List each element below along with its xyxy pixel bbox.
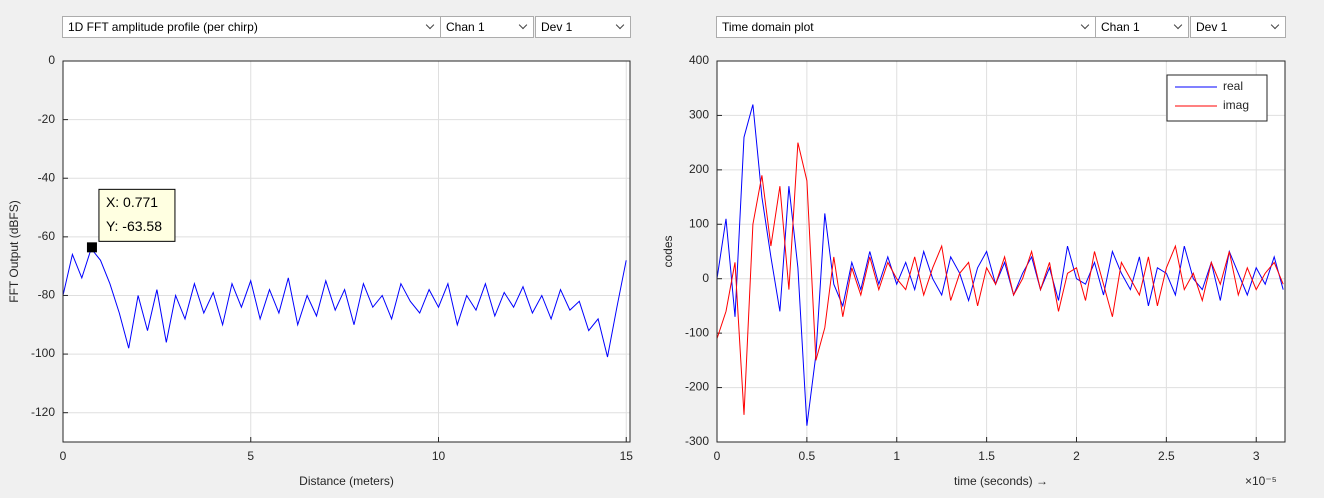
x-axis-label: Distance (meters) bbox=[299, 474, 394, 488]
y-tick-label: 0 bbox=[48, 53, 55, 67]
x-tick-label: 1.5 bbox=[978, 449, 995, 463]
x-tick-label: 10 bbox=[432, 449, 446, 463]
data-line bbox=[716, 142, 1284, 415]
datatip-marker bbox=[86, 242, 97, 253]
dropdown[interactable]: 1D FFT amplitude profile (per chirp) bbox=[62, 16, 441, 38]
x-tick-label: 15 bbox=[620, 449, 634, 463]
y-tick-label: 0 bbox=[702, 271, 709, 285]
x-tick-label: 2.5 bbox=[1158, 449, 1175, 463]
y-axis-label: codes bbox=[661, 235, 675, 267]
x-tick-label: 1 bbox=[893, 449, 900, 463]
dropdown[interactable]: Chan 1 bbox=[1095, 16, 1189, 38]
y-tick-label: -20 bbox=[38, 112, 56, 126]
dropdown[interactable]: Chan 1 bbox=[440, 16, 534, 38]
x-tick-label: 0 bbox=[714, 449, 721, 463]
datatip-text: Y: -63.58 bbox=[106, 218, 162, 234]
y-axis-label: FFT Output (dBFS) bbox=[7, 200, 21, 302]
y-tick-label: -100 bbox=[685, 325, 709, 339]
plot-area bbox=[63, 61, 630, 442]
dropdown[interactable]: Dev 1 bbox=[1190, 16, 1286, 38]
data-line bbox=[716, 104, 1284, 426]
axes-box bbox=[62, 60, 631, 443]
y-tick-label: -80 bbox=[38, 288, 56, 302]
y-tick-label: -60 bbox=[38, 229, 56, 243]
x-exponent-label: ×10⁻⁵ bbox=[1245, 474, 1277, 488]
x-axis-label: time (seconds) → bbox=[954, 474, 1048, 488]
legend-label: imag bbox=[1223, 98, 1249, 112]
legend-label: real bbox=[1223, 79, 1243, 93]
x-tick-label: 5 bbox=[247, 449, 254, 463]
axes-box bbox=[716, 60, 1286, 443]
y-tick-label: -200 bbox=[685, 380, 709, 394]
x-tick-label: 0 bbox=[60, 449, 67, 463]
y-tick-label: 100 bbox=[689, 216, 709, 230]
y-tick-label: 200 bbox=[689, 162, 709, 176]
x-tick-label: 2 bbox=[1073, 449, 1080, 463]
plot-area bbox=[717, 61, 1285, 442]
y-tick-label: -100 bbox=[31, 346, 55, 360]
dropdown[interactable]: Time domain plot bbox=[716, 16, 1096, 38]
datatip-box bbox=[98, 188, 176, 242]
y-tick-label: -300 bbox=[685, 434, 709, 448]
y-tick-label: -120 bbox=[31, 405, 55, 419]
y-tick-label: -40 bbox=[38, 170, 56, 184]
datatip-text: X: 0.771 bbox=[106, 194, 158, 210]
dropdown[interactable]: Dev 1 bbox=[535, 16, 631, 38]
x-tick-label: 0.5 bbox=[799, 449, 816, 463]
data-line bbox=[62, 247, 627, 358]
x-tick-label: 3 bbox=[1253, 449, 1260, 463]
legend-box bbox=[1166, 74, 1268, 122]
y-tick-label: 400 bbox=[689, 53, 709, 67]
y-tick-label: 300 bbox=[689, 108, 709, 122]
